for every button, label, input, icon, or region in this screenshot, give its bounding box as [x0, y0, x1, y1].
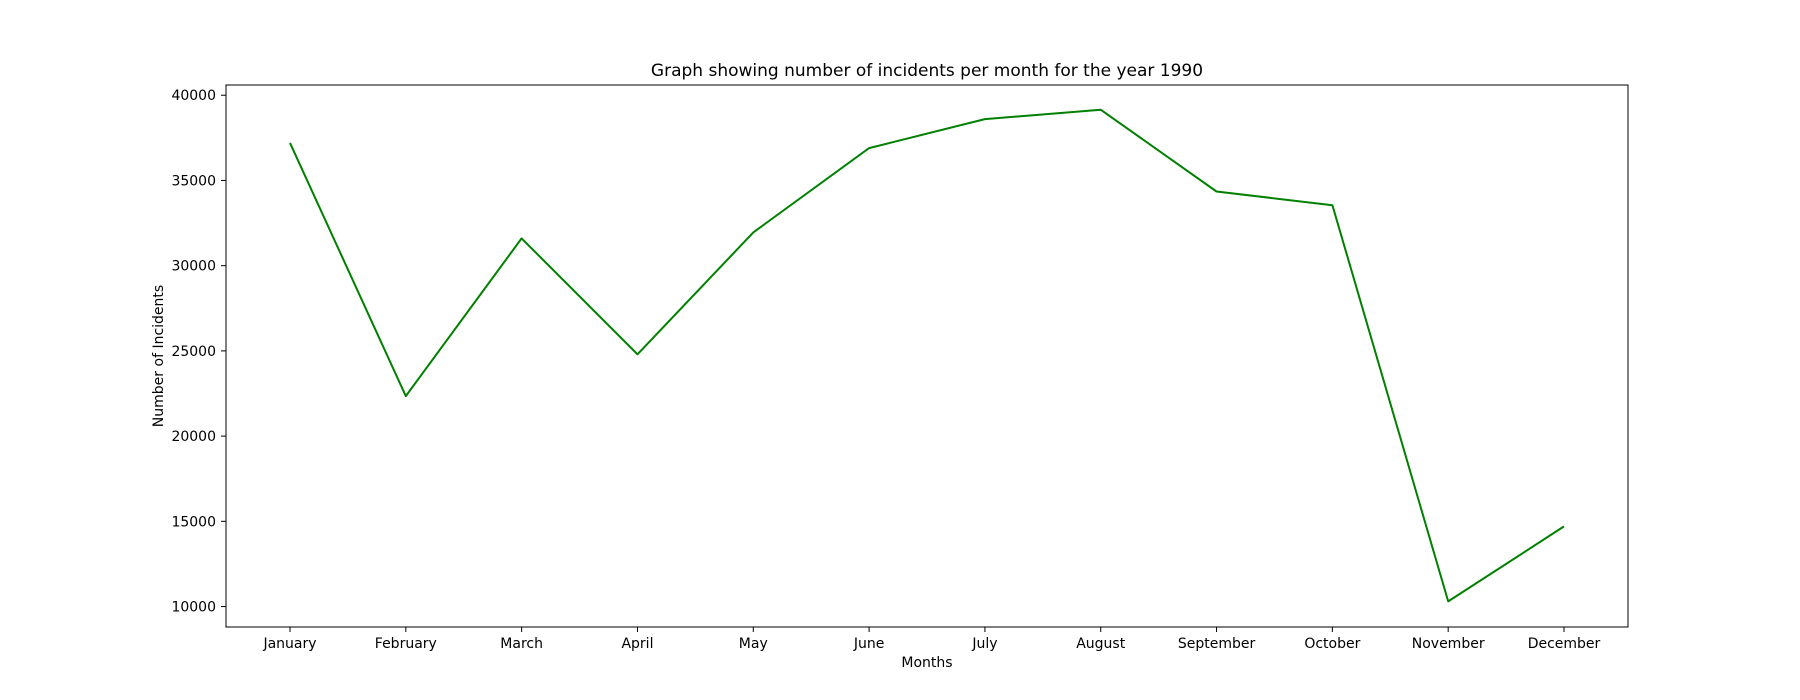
x-tick-label: May — [739, 636, 768, 652]
y-tick-label: 20000 — [171, 429, 216, 445]
x-tick-label: November — [1412, 636, 1485, 652]
x-axis-ticks: January February March April May June July Augu… — [262, 627, 1601, 652]
chart-title: Graph showing number of incidents per mo… — [651, 61, 1203, 81]
y-tick-label: 15000 — [171, 514, 216, 530]
x-tick-label: July — [971, 636, 997, 652]
y-tick-label: 30000 — [171, 259, 216, 275]
y-tick-label: 40000 — [171, 88, 216, 104]
x-tick-label: April — [621, 636, 653, 652]
y-tick-label: 35000 — [171, 173, 216, 189]
plot-area-frame — [225, 84, 1629, 628]
x-tick-label: January — [262, 636, 316, 652]
x-tick-label: September — [1178, 636, 1256, 652]
y-axis-ticks: 10000 15000 20000 25000 30000 35000 40000 — [171, 88, 226, 616]
y-tick-label: 10000 — [171, 600, 216, 616]
x-tick-label: December — [1528, 636, 1601, 652]
x-tick-label: August — [1076, 636, 1126, 652]
y-axis-label: Number of Incidents — [151, 285, 167, 427]
x-axis-label: Months — [901, 655, 952, 671]
x-tick-label: June — [853, 636, 885, 652]
x-tick-label: October — [1304, 636, 1360, 652]
y-tick-label: 25000 — [171, 344, 216, 360]
series-line — [289, 108, 1565, 603]
x-tick-label: March — [500, 636, 543, 652]
x-tick-label: February — [375, 636, 437, 652]
